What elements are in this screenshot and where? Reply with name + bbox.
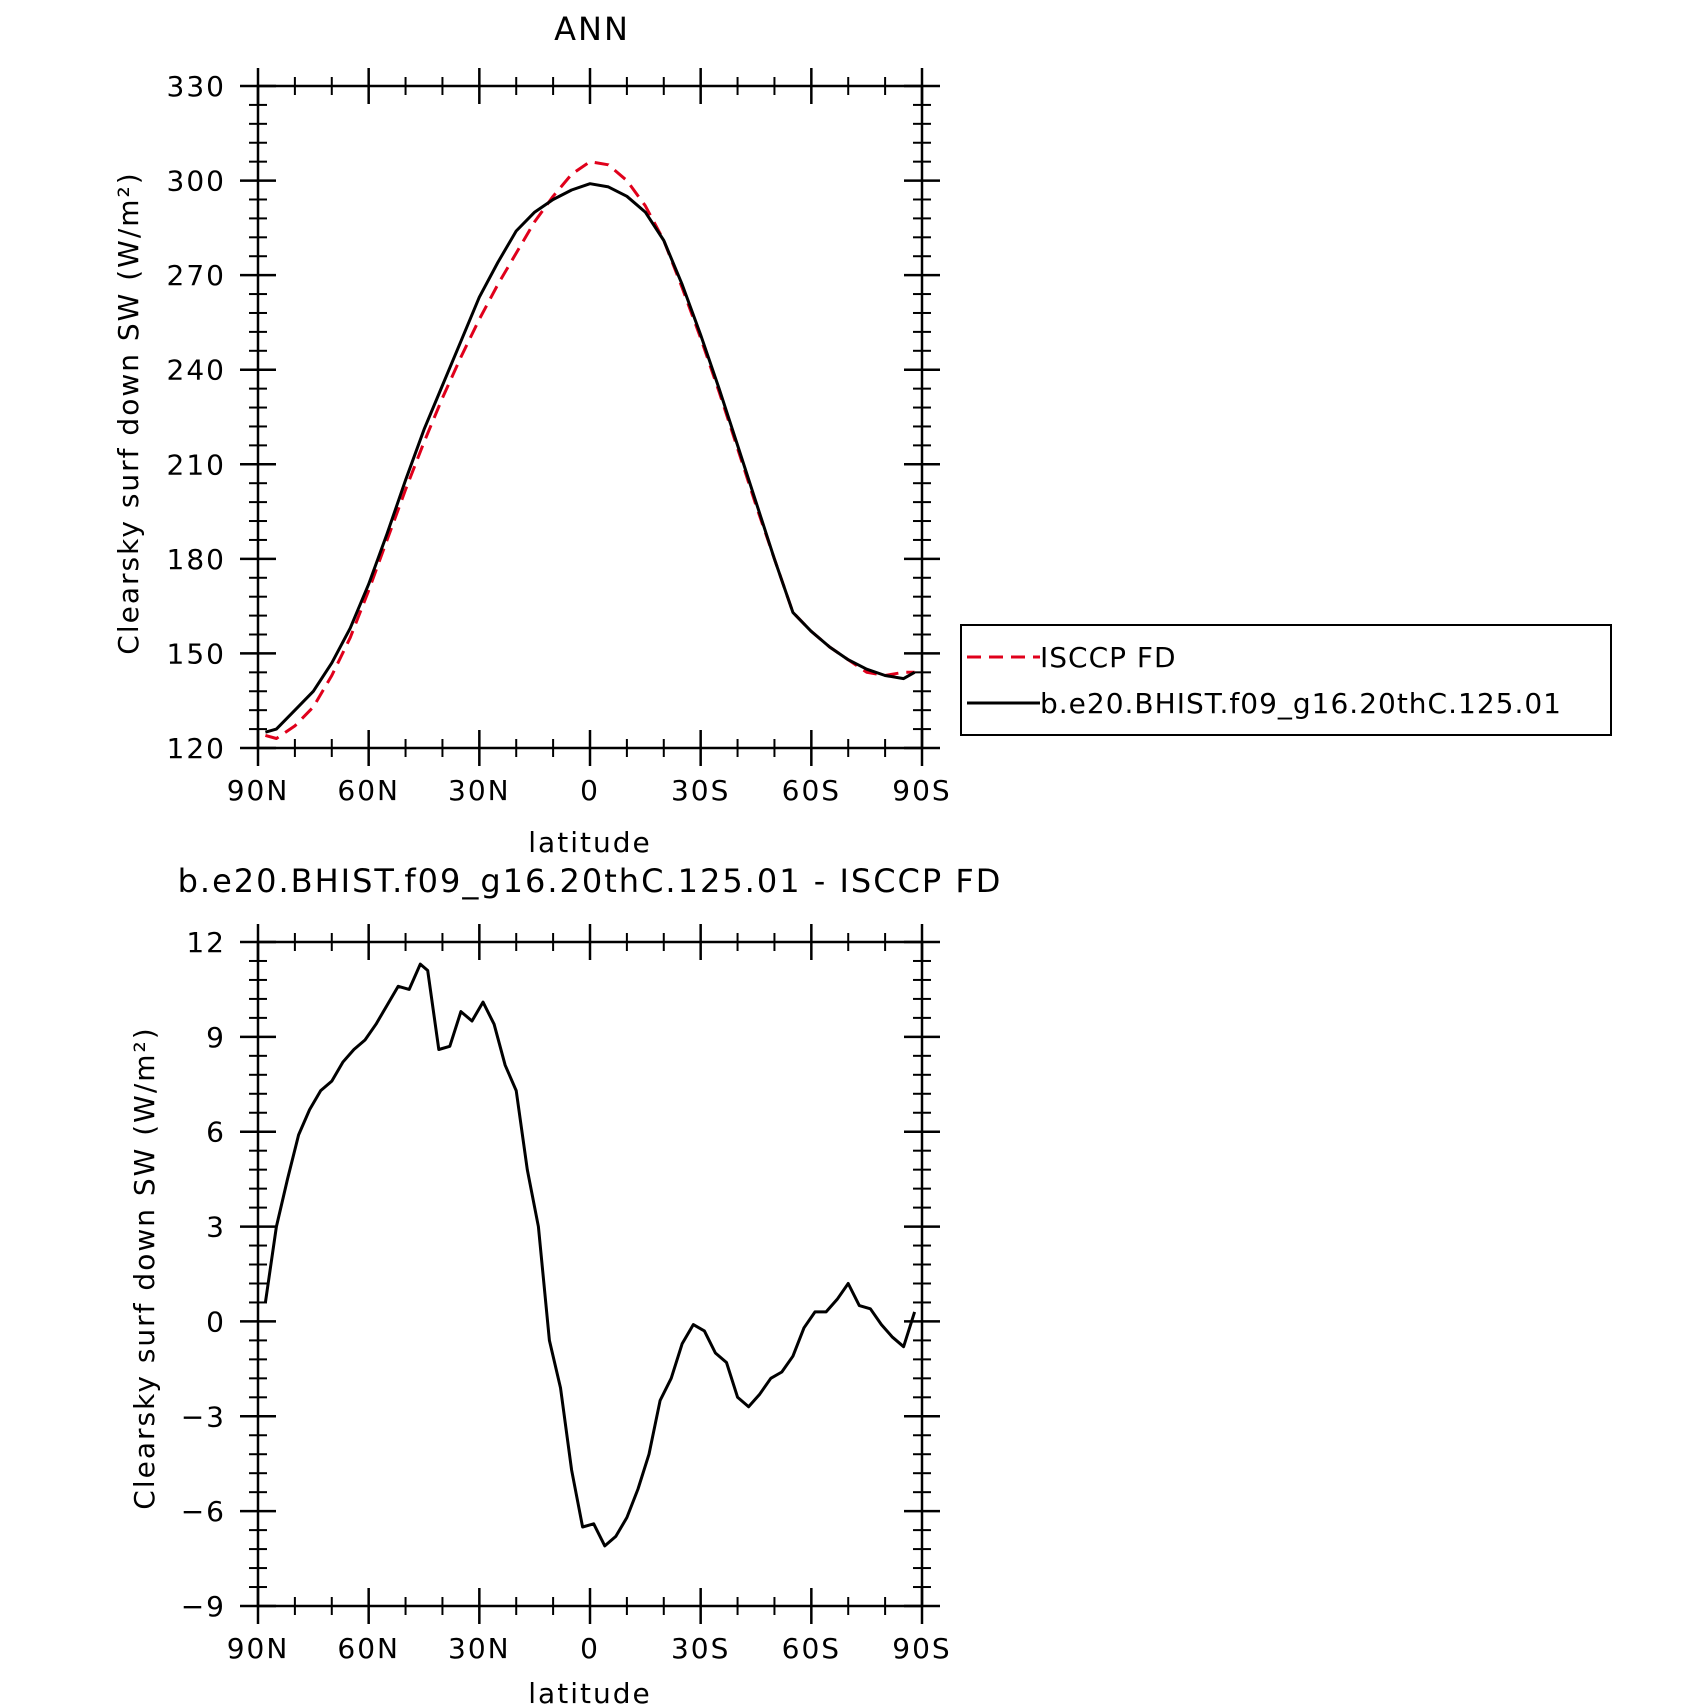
bottom-panel: b.e20.BHIST.f09_g16.20thC.125.01 - ISCCP… (128, 862, 1003, 1708)
bottom-y-axis-label: Clearsky surf down SW (W/m²) (128, 1026, 161, 1509)
top-panel: ANN 90N 60N 30N 0 30S 60S 90S 120 150 180 210 240 27… (112, 10, 951, 859)
bottom-x-axis-label: latitude (528, 1677, 651, 1708)
x-tick-label: 90S (892, 774, 951, 807)
x-tick-label: 30S (671, 1632, 730, 1665)
x-tick-label: 60S (782, 774, 841, 807)
x-tick-label: 90N (227, 1632, 290, 1665)
legend-box (960, 624, 1612, 736)
y-tick-label: 0 (206, 1305, 226, 1338)
x-tick-label: 90S (892, 1632, 951, 1665)
y-tick-label: 150 (167, 637, 226, 670)
y-tick-label: 12 (186, 926, 226, 959)
series-line-diff-0 (263, 962, 917, 1548)
y-tick-label: 9 (206, 1021, 226, 1054)
y-tick-label: 3 (206, 1211, 226, 1244)
top-y-axis-label: Clearsky surf down SW (W/m²) (112, 171, 145, 654)
x-tick-label: 90N (227, 774, 290, 807)
legend-label-isccp: ISCCP FD (1040, 641, 1177, 674)
y-tick-label: 270 (167, 259, 226, 292)
series-line-b-e20-bhist-f09-g16-20thc-125-01 (264, 182, 916, 734)
y-tick-label: 180 (167, 543, 226, 576)
bottom-plot-area: 90N 60N 30N 0 30S 60S 90S −9 −6 −3 0 3 6 9 12 (181, 924, 951, 1665)
y-tick-label: 240 (167, 354, 226, 387)
top-plot-area: 90N 60N 30N 0 30S 60S 90S 120 150 180 210 240 270 300… (167, 68, 951, 807)
y-tick-label: 6 (206, 1116, 226, 1149)
x-tick-label: 60N (337, 1632, 400, 1665)
y-tick-label: −3 (181, 1400, 226, 1433)
x-tick-label: 60S (782, 1632, 841, 1665)
plot-frame (256, 940, 924, 1608)
x-tick-label: 0 (580, 774, 600, 807)
y-tick-label: 210 (167, 448, 226, 481)
x-tick-label: 30N (448, 774, 511, 807)
x-tick-label: 30N (448, 1632, 511, 1665)
series-line-isccp-fd (264, 160, 915, 740)
legend: ISCCP FD b.e20.BHIST.f09_g16.20thC.125.0… (960, 624, 1612, 736)
x-tick-label: 0 (580, 1632, 600, 1665)
y-tick-label: −9 (181, 1590, 226, 1623)
y-tick-label: −6 (181, 1495, 226, 1528)
top-x-axis-label: latitude (528, 826, 651, 859)
bottom-chart-title: b.e20.BHIST.f09_g16.20thC.125.01 - ISCCP… (178, 862, 1003, 900)
y-tick-label: 300 (167, 165, 226, 198)
legend-label-model: b.e20.BHIST.f09_g16.20thC.125.01 (1040, 687, 1562, 720)
x-tick-label: 30S (671, 774, 730, 807)
x-tick-label: 60N (337, 774, 400, 807)
y-tick-label: 330 (167, 70, 226, 103)
y-tick-label: 120 (167, 732, 226, 765)
top-chart-title: ANN (554, 10, 630, 48)
plot-frame (256, 84, 924, 750)
